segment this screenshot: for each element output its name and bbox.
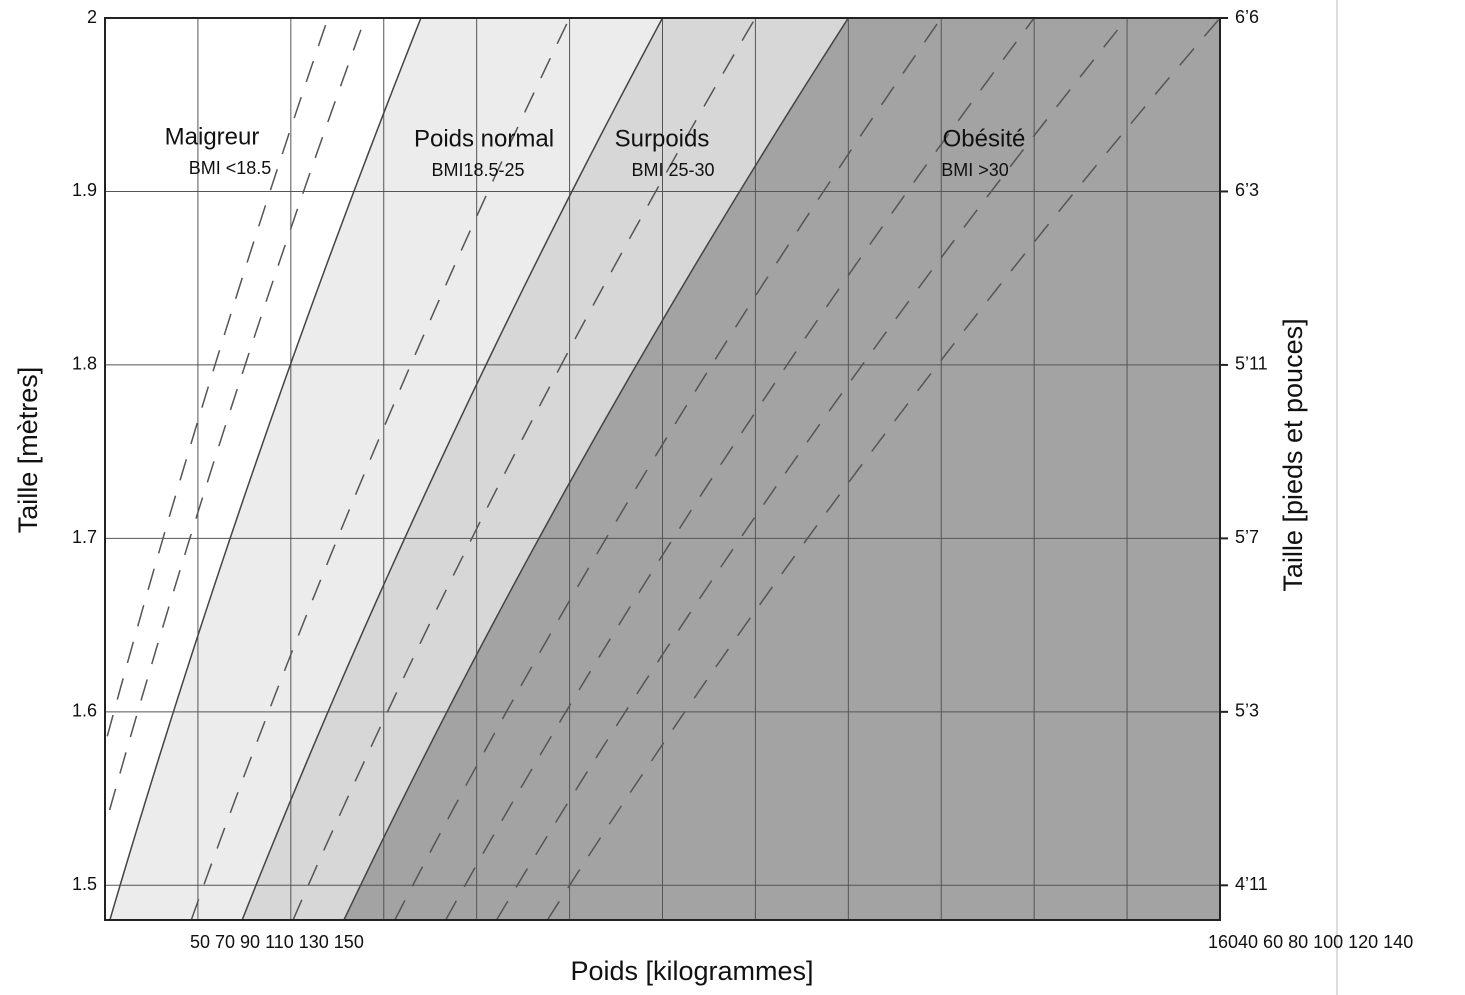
y-tick-label: 1.9 (72, 180, 97, 200)
zone-name: Poids normal (414, 125, 554, 152)
bmi-dashed (105, 18, 329, 748)
y2-tick-label: 6’3 (1235, 180, 1259, 200)
x-tick-labels: 50 70 90 110 130 150 (190, 932, 364, 952)
zone-name: Obésité (943, 125, 1026, 152)
y2-tick-label: 5’7 (1235, 527, 1259, 547)
zone-name: Maigreur (165, 123, 260, 150)
y-tick-label: 2 (87, 7, 97, 27)
y2-tick-label: 5’3 (1235, 701, 1259, 721)
bmi-dashed (495, 18, 1128, 920)
zone-label: BMI 25-30 (631, 160, 714, 180)
bmi-boundary (241, 18, 664, 920)
zone (242, 18, 849, 920)
y-tick-label: 1.7 (72, 527, 97, 547)
bmi-dashed (394, 18, 942, 920)
zone-label: BMI <18.5 (189, 158, 272, 178)
zone-label: BMI18.5-25 (431, 160, 524, 180)
y-tick-label: 1.8 (72, 354, 97, 374)
y-axis-title: Taille [mètres] (13, 367, 43, 534)
zone (109, 18, 663, 920)
x-tick-labels: 16040 60 80 100 120 140 (1208, 932, 1413, 952)
y2-axis-title: Taille [pieds et pouces] (1278, 318, 1308, 591)
y2-tick-label: 4’11 (1235, 874, 1268, 894)
bmi-dashed (105, 18, 366, 830)
bmi-dashed (546, 18, 1220, 920)
bmi-boundary (109, 18, 422, 920)
zones (105, 18, 1220, 920)
y2-tick-label: 5’11 (1235, 354, 1268, 374)
bmi-dashed (292, 18, 757, 920)
zone (105, 18, 421, 920)
bmi-boundary (343, 18, 849, 920)
bmi-lines (105, 18, 1220, 920)
bmi-dashed (190, 18, 571, 920)
bmi-dashed (445, 18, 1035, 920)
zone (343, 18, 1220, 920)
x-axis-title: Poids [kilogrammes] (570, 956, 813, 986)
plot-frame (104, 17, 1221, 921)
y-tick-label: 1.5 (72, 874, 97, 894)
zone-label: BMI >30 (941, 160, 1009, 180)
y2-tick-label: 6’6 (1235, 7, 1259, 27)
labels: Maigreur BMI <18.5 Poids normal BMI18.5-25 S… (165, 123, 1026, 179)
y-tick-label: 1.6 (72, 701, 97, 721)
zone-name: Surpoids (615, 125, 710, 152)
